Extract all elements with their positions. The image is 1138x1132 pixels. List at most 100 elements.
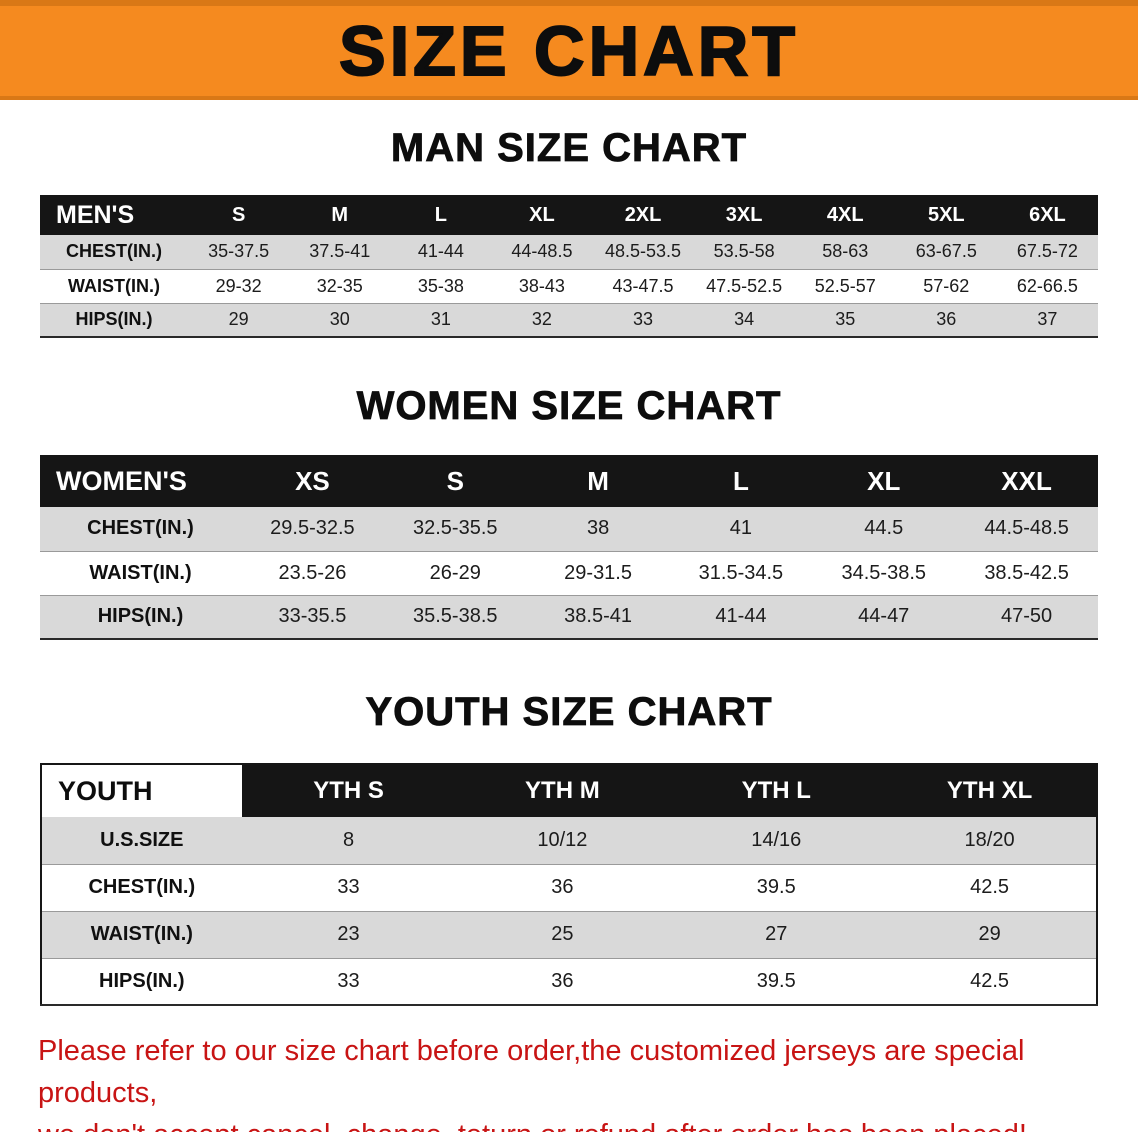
youth-size-table-container: YOUTH YTH S YTH M YTH L YTH XL U.S.SIZE 8 10/12…: [40, 763, 1098, 1006]
column-header-m: M: [526, 455, 670, 507]
size-value: 52.5-57: [814, 275, 876, 296]
size-value: 38-43: [518, 275, 565, 296]
disclaimer-line-2: we don't accept cancel, change, teturn o…: [38, 1114, 1114, 1132]
size-value: 35.5-38.5: [413, 605, 498, 628]
womens-size-table-label-header: WOMEN'S: [40, 455, 242, 507]
size-value: 58-63: [822, 241, 869, 262]
size-value: 29: [978, 923, 1001, 945]
size-value: 67.5-72: [1016, 241, 1078, 262]
size-value: 26-29: [429, 561, 481, 584]
column-header-xl: XL: [812, 455, 956, 507]
mens-size-table-container: MEN'S S M L XL 2XL 3XL 4XL 5XL 6XL CHEST(IN.) 35-37…: [40, 195, 1098, 338]
size-value: 32-35: [316, 275, 363, 296]
man-size-chart-heading: MAN SIZE CHART: [390, 126, 748, 171]
row-label: WAIST(IN.): [90, 923, 193, 945]
size-value: 38: [586, 517, 610, 540]
disclaimer-line-1: Please refer to our size chart before or…: [38, 1035, 1025, 1110]
row-label: HIPS(IN.): [99, 969, 185, 992]
column-header-s: S: [188, 195, 290, 235]
size-value: 43-47.5: [612, 275, 674, 296]
size-value: 41: [729, 517, 753, 540]
size-value: 29-31.5: [564, 561, 632, 584]
size-value: 38.5-41: [564, 605, 632, 628]
size-value: 35-38: [417, 275, 464, 296]
column-header-yth-s: YTH S: [241, 764, 456, 817]
size-value: 36: [936, 309, 957, 330]
size-value: 47-50: [1001, 605, 1053, 628]
size-value: 27: [765, 923, 788, 945]
size-value: 36: [551, 876, 574, 898]
column-header-xs: XS: [241, 455, 384, 507]
size-value: 42.5: [970, 969, 1010, 992]
row-label: CHEST(IN.): [88, 876, 196, 898]
size-value: 29-32: [215, 275, 262, 296]
column-header-3xl: 3XL: [693, 195, 795, 235]
mens-size-table-label-header: MEN'S: [40, 195, 189, 235]
table-row: WAIST(IN.) 23 25 27 29: [41, 911, 1097, 958]
size-value: 63-67.5: [915, 241, 977, 262]
size-value: 38.5-42.5: [984, 561, 1069, 584]
size-value: 29: [228, 309, 249, 330]
size-value: 44-48.5: [511, 241, 573, 262]
table-row: CHEST(IN.) 33 36 39.5 42.5: [41, 864, 1097, 911]
table-row: CHEST(IN.) 35-37.5 37.5-41 41-44 44-48.5 48.5…: [40, 235, 1098, 269]
table-row: HIPS(IN.) 33 36 39.5 42.5: [41, 958, 1097, 1005]
column-header-yth-l: YTH L: [669, 764, 884, 817]
table-row: WAIST(IN.) 29-32 32-35 35-38 38-43 43-47.5 47.…: [40, 269, 1098, 303]
column-header-xl: XL: [491, 195, 593, 235]
size-value: 23.5-26: [278, 561, 347, 584]
column-header-6xl: 6XL: [996, 195, 1098, 235]
womens-size-table: WOMEN'S XS S M L XL XXL CHEST(IN.) 29.5-32.5 32.5…: [40, 455, 1098, 640]
size-value: 41-44: [417, 241, 464, 262]
size-value: 57-62: [923, 275, 970, 296]
size-value: 8: [342, 828, 355, 851]
column-header-m: M: [289, 195, 391, 235]
size-value: 32.5-35.5: [413, 517, 498, 540]
size-value: 44.5-48.5: [984, 517, 1069, 540]
size-value: 33: [337, 876, 360, 898]
women-size-chart-heading: WOMEN SIZE CHART: [356, 384, 782, 429]
size-value: 48.5-53.5: [605, 241, 682, 262]
column-header-4xl: 4XL: [794, 195, 896, 235]
size-value: 29.5-32.5: [270, 517, 355, 540]
row-label: WAIST(IN.): [68, 275, 161, 296]
size-value: 25: [551, 923, 574, 945]
size-value: 34.5-38.5: [841, 561, 926, 584]
column-header-xxl: XXL: [955, 455, 1098, 507]
size-value: 23: [337, 923, 360, 945]
size-value: 62-66.5: [1016, 275, 1078, 296]
size-value: 33: [633, 309, 654, 330]
row-label: CHEST(IN.): [87, 517, 194, 540]
column-header-2xl: 2XL: [592, 195, 694, 235]
column-header-l: L: [390, 195, 492, 235]
disclaimer: Please refer to our size chart before or…: [38, 1030, 1114, 1132]
youth-size-chart-heading: YOUTH SIZE CHART: [365, 690, 773, 735]
size-value: 44.5: [864, 517, 904, 540]
size-value: 39.5: [756, 969, 796, 992]
size-value: 42.5: [970, 876, 1010, 898]
row-label: CHEST(IN.): [66, 241, 163, 262]
size-value: 44-47: [858, 605, 910, 628]
youth-size-table: YOUTH YTH S YTH M YTH L YTH XL U.S.SIZE 8 10/12…: [40, 763, 1098, 1006]
column-header-5xl: 5XL: [895, 195, 997, 235]
size-value: 47.5-52.5: [706, 275, 783, 296]
size-value: 53.5-58: [713, 241, 775, 262]
table-row: U.S.SIZE 8 10/12 14/16 18/20: [41, 817, 1097, 864]
table-row: HIPS(IN.) 29 30 31 32 33 34 35 36 37: [40, 303, 1098, 337]
size-value: 30: [329, 309, 350, 330]
table-row: HIPS(IN.) 33-35.5 35.5-38.5 38.5-41 41-44 44-…: [40, 595, 1098, 639]
size-value: 41-44: [715, 605, 767, 628]
man-size-chart-section: MAN SIZE CHART MEN'S S M L XL 2XL 3XL 4XL 5XL 6XL…: [0, 126, 1138, 338]
page-title: SIZE CHART: [338, 12, 799, 90]
size-value: 33: [337, 969, 360, 992]
row-label: U.S.SIZE: [100, 828, 184, 851]
youth-size-table-label-header: YOUTH: [41, 764, 242, 817]
header-row: YOUTH YTH S YTH M YTH L YTH XL: [41, 764, 1097, 817]
size-value: 18/20: [964, 828, 1015, 851]
column-header-s: S: [383, 455, 527, 507]
size-value: 39.5: [756, 876, 796, 898]
size-value: 35-37.5: [208, 241, 270, 262]
row-label: HIPS(IN.): [75, 309, 153, 330]
size-value: 31: [430, 309, 451, 330]
